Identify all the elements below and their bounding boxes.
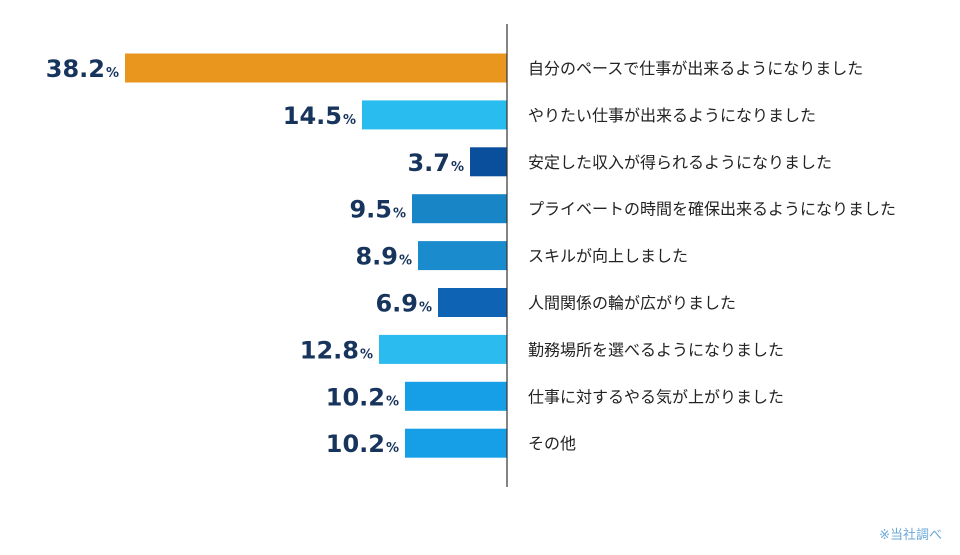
value-number: 3.7 (407, 149, 450, 177)
bar-2 (362, 100, 507, 130)
value-unit: % (360, 347, 373, 362)
value-number: 10.2 (326, 430, 385, 458)
value-label-1: 38.2% (46, 55, 119, 83)
value-labels-group: 38.2%14.5%3.7%9.5%8.9%6.9%12.8%10.2%10.2… (46, 55, 464, 458)
value-label-4: 9.5% (349, 196, 406, 224)
value-number: 38.2 (46, 55, 105, 83)
category-label-6: 人間関係の輪が広がりました (528, 294, 736, 313)
category-label-5: スキルが向上しました (528, 247, 688, 266)
value-number: 14.5 (283, 102, 342, 130)
value-unit: % (393, 207, 406, 222)
bar-9 (405, 428, 507, 458)
bar-3 (470, 147, 507, 177)
bars-group (125, 53, 507, 458)
value-unit: % (386, 394, 399, 409)
bar-5 (418, 241, 507, 271)
bar-8 (405, 381, 507, 411)
bar-7 (379, 334, 507, 364)
value-label-6: 6.9% (375, 290, 432, 318)
category-label-2: やりたい仕事が出来るようになりました (528, 106, 816, 125)
category-label-1: 自分のペースで仕事が出来るようになりました (528, 59, 863, 78)
value-unit: % (386, 441, 399, 456)
value-number: 10.2 (326, 383, 385, 411)
value-unit: % (451, 160, 464, 175)
value-label-7: 12.8% (300, 336, 373, 364)
value-unit: % (106, 66, 119, 81)
category-label-4: プライベートの時間を確保出来るようになりました (528, 200, 896, 219)
category-label-7: 勤務場所を選べるようになりました (528, 340, 784, 359)
value-unit: % (343, 113, 356, 128)
category-label-3: 安定した収入が得られるようになりました (528, 153, 832, 172)
value-label-2: 14.5% (283, 102, 356, 130)
bar-4 (412, 194, 507, 224)
value-label-5: 8.9% (355, 243, 412, 271)
source-note: ※当社調べ (879, 528, 942, 543)
category-labels-group: 自分のペースで仕事が出来るようになりましたやりたい仕事が出来るようになりました安… (528, 59, 896, 453)
value-label-3: 3.7% (407, 149, 464, 177)
value-number: 6.9 (375, 290, 418, 318)
value-number: 12.8 (300, 336, 359, 364)
category-label-9: その他 (528, 434, 576, 453)
value-number: 9.5 (349, 196, 392, 224)
value-label-8: 10.2% (326, 383, 399, 411)
value-unit: % (399, 254, 412, 269)
bar-1 (125, 53, 507, 83)
value-label-9: 10.2% (326, 430, 399, 458)
category-label-8: 仕事に対するやる気が上がりました (528, 387, 784, 406)
bar-6 (438, 288, 507, 317)
value-number: 8.9 (355, 243, 398, 271)
value-unit: % (419, 301, 432, 316)
